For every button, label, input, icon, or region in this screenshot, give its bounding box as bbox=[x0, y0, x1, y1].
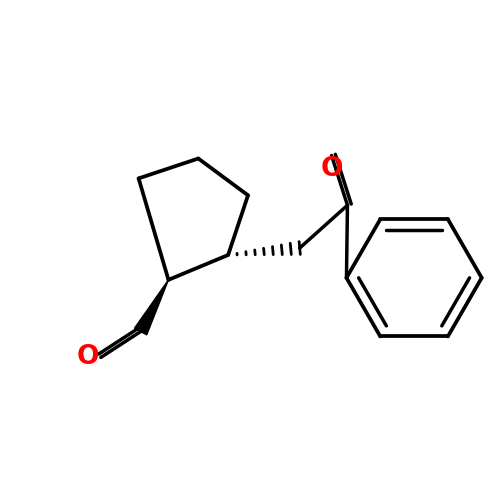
Text: O: O bbox=[320, 156, 343, 182]
Text: O: O bbox=[76, 344, 99, 370]
Polygon shape bbox=[134, 280, 168, 335]
